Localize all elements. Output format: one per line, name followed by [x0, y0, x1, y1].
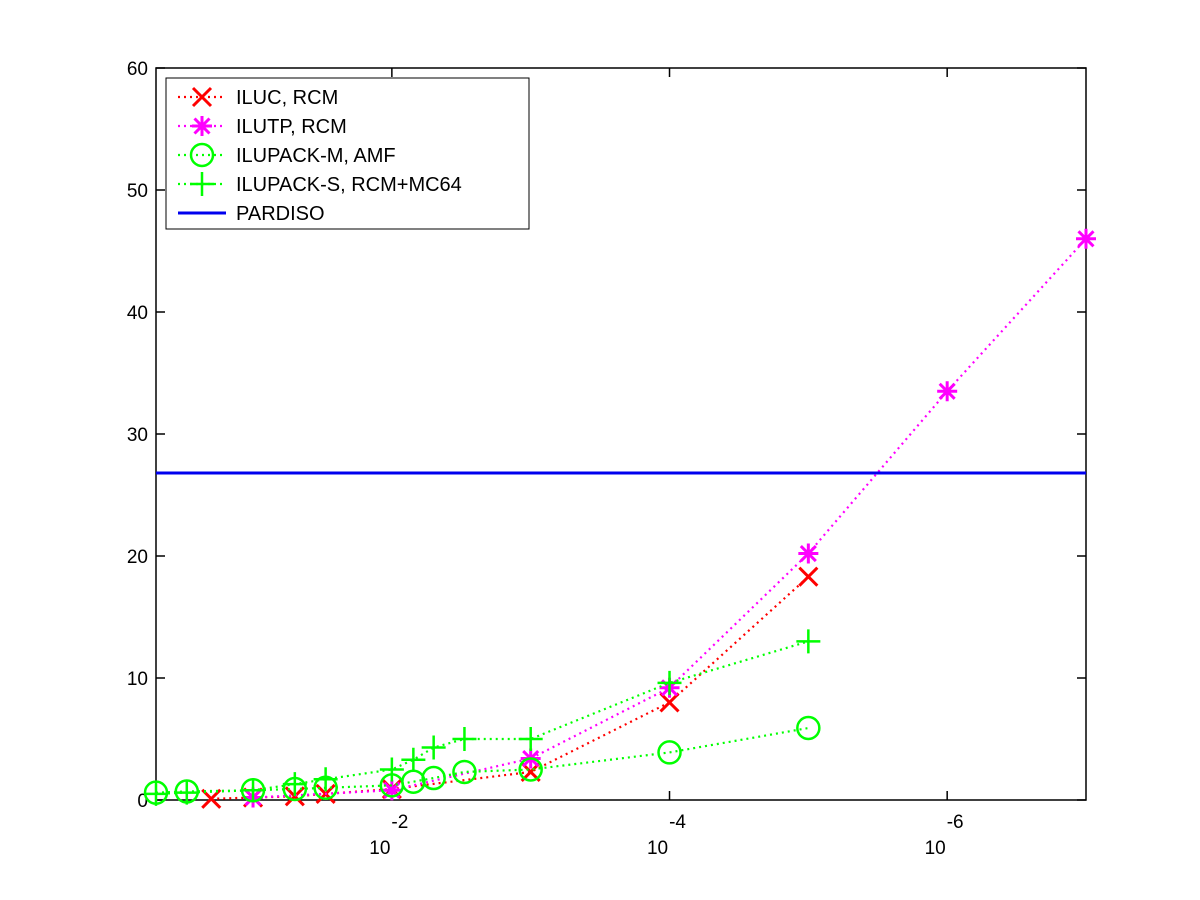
x-tick-label-exponent: -4: [669, 812, 686, 833]
legend-box: [165, 77, 530, 230]
data-point: [518, 757, 543, 782]
data-point: [937, 381, 958, 402]
data-point: [401, 747, 426, 772]
x-tick-label-base: 10: [925, 838, 946, 859]
data-point: [284, 786, 305, 807]
x-tick-label-exponent: -6: [947, 812, 964, 833]
series-layer: [143, 228, 1096, 809]
legend-label: ILUPACK-M, AMF: [236, 145, 396, 167]
y-tick-label: 40: [127, 303, 148, 324]
legend-label: ILUC, RCM: [236, 87, 338, 109]
legend-marker: [189, 142, 215, 168]
x-tick-label-base: 10: [647, 838, 668, 859]
data-point: [659, 692, 680, 713]
y-tick-label: 0: [137, 791, 148, 812]
data-point: [174, 780, 199, 805]
legend-marker: [191, 86, 213, 108]
x-tick-label-exponent: -2: [391, 812, 408, 833]
data-point: [282, 772, 307, 797]
legend-label: PARDISO: [236, 203, 325, 225]
legend: ILUC, RCM ILUTP, RCM ILUPACK-M, AMF ILUPACK…: [165, 77, 530, 230]
x-axis: 10-210-410-6: [369, 68, 964, 859]
data-point: [518, 727, 543, 751]
x-tick-label-base: 10: [369, 838, 390, 859]
data-point: [144, 781, 168, 806]
y-tick-label: 10: [127, 669, 148, 690]
data-point: [421, 765, 446, 791]
data-point: [313, 767, 338, 792]
legend-marker: [192, 116, 212, 136]
data-point: [657, 670, 682, 695]
data-point: [452, 727, 477, 751]
data-point: [379, 757, 404, 782]
y-tick-label: 50: [127, 181, 148, 202]
data-point: [381, 780, 402, 801]
data-point: [452, 759, 477, 785]
data-point: [796, 715, 821, 741]
legend-label: ILUPACK-S, RCM+MC64: [236, 174, 462, 196]
y-axis: 0 10 20 30 40 50 60: [127, 59, 1086, 812]
y-tick-label: 30: [127, 425, 148, 446]
data-point: [657, 740, 682, 765]
data-point: [798, 566, 819, 587]
data-point: [796, 629, 821, 654]
legend-label: ILUTP, RCM: [236, 116, 347, 138]
data-point: [798, 543, 819, 564]
data-point: [1076, 228, 1096, 249]
data-point: [421, 735, 446, 760]
y-tick-label: 60: [127, 59, 148, 80]
y-tick-label: 20: [127, 547, 148, 568]
data-point: [241, 778, 266, 803]
series-3: [144, 629, 821, 806]
legend-marker: [190, 172, 214, 196]
